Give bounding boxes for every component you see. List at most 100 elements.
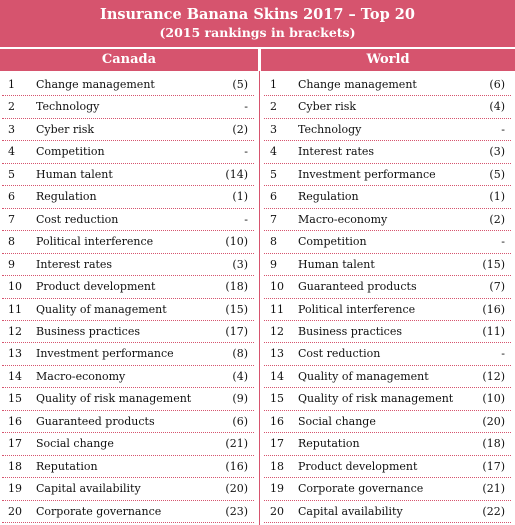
risk-name: Social change [298,414,376,428]
risk-name: Guaranteed products [36,414,155,428]
row-separator [264,477,511,479]
rank: 15 [8,392,22,406]
rank: 10 [8,280,22,294]
prior-rank: (6) [232,414,248,428]
prior-rank: (4) [232,369,248,383]
risk-name: Cyber risk [298,100,357,114]
risk-name: Political interference [298,302,416,316]
risk-name: Corporate governance [298,482,424,496]
prior-rank: (18) [482,437,505,451]
prior-rank: (18) [225,280,248,294]
prior-rank: (2) [489,212,505,226]
prior-rank: (8) [232,347,248,361]
prior-rank: - [244,212,248,226]
prior-rank: (22) [482,504,505,518]
row-separator [2,342,254,344]
rank: 15 [270,392,284,406]
row-separator [2,185,254,187]
rank: 19 [8,482,22,496]
rank: 1 [8,78,15,91]
rank: 13 [270,347,284,361]
row-separator [2,140,254,142]
risk-name: Reputation [36,459,98,473]
prior-rank: (5) [232,78,248,91]
row-separator [2,162,254,164]
rank: 12 [8,324,22,338]
rank: 10 [270,280,284,294]
rank: 13 [8,347,22,361]
prior-rank: (5) [489,167,505,181]
rank: 18 [270,459,284,473]
risk-name: Investment performance [36,347,174,361]
rank: 19 [270,482,284,496]
row-separator [2,95,254,97]
title: Insurance Banana Skins 2017 – Top 20 [100,6,415,23]
row-separator [264,364,511,366]
risk-name: Change management [36,78,155,91]
row-separator [264,207,511,209]
risk-name: Technology [36,100,100,114]
risk-name: Macro-economy [298,212,388,226]
prior-rank: (21) [482,482,505,496]
risk-name: Quality of risk management [36,392,192,406]
prior-rank: (3) [232,257,248,271]
row-separator [2,230,254,232]
subtitle: (2015 rankings in brackets) [159,25,356,40]
row-separator [2,499,254,501]
prior-rank: (1) [489,190,505,204]
prior-rank: - [244,100,248,114]
rank: 1 [270,78,277,91]
row-separator [264,387,511,389]
rank: 12 [270,324,284,338]
risk-name: Human talent [36,167,113,181]
row-separator [2,319,254,321]
row-separator [264,409,511,411]
rank: 16 [270,414,284,428]
row-separator [2,522,254,523]
prior-rank: (12) [482,369,505,383]
rank: 20 [270,504,284,518]
row-separator [264,454,511,456]
prior-rank: (3) [489,145,505,159]
rank: 18 [8,459,22,473]
rank: 3 [270,122,277,136]
rank: 17 [8,437,22,451]
rank: 7 [8,212,15,226]
risk-name: Guaranteed products [298,280,417,294]
row-separator [2,364,254,366]
row-separator [264,319,511,321]
rank: 11 [8,302,22,316]
risk-name: Cost reduction [36,212,119,226]
risk-name: Technology [298,122,362,136]
prior-rank: (20) [225,482,248,496]
row-separator [264,252,511,254]
risk-name: Political interference [36,235,154,249]
row-separator [2,387,254,389]
rank: 7 [270,212,277,226]
risk-name: Regulation [36,190,97,204]
rank: 8 [270,235,277,249]
rank: 14 [8,369,22,383]
rank: 16 [8,414,22,428]
prior-rank: (11) [482,324,505,338]
rank: 4 [270,145,277,159]
risk-name: Macro-economy [36,369,126,383]
row-separator [2,207,254,209]
risk-name: Capital availability [36,482,141,496]
row-separator [2,275,254,277]
rank: 17 [270,437,284,451]
prior-rank: (6) [489,78,505,91]
risk-name: Product development [36,280,156,294]
prior-rank: (9) [232,392,248,406]
rank: 5 [8,167,15,181]
row-separator [264,499,511,501]
row-separator [264,117,511,119]
prior-rank: (17) [482,459,505,473]
risk-name: Cyber risk [36,122,95,136]
risk-name: Interest rates [298,145,375,159]
prior-rank: (23) [225,504,248,518]
rank: 11 [270,302,284,316]
prior-rank: (16) [482,302,505,316]
risk-name: Capital availability [298,504,403,518]
